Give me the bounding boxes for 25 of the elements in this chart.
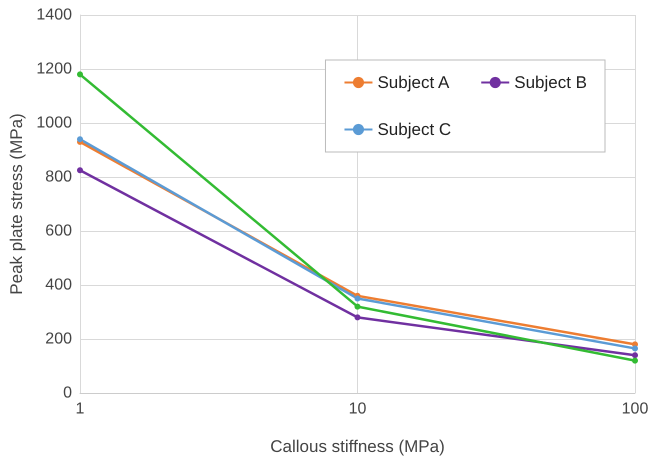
point (632, 345, 638, 352)
y-tick-label: 1400 (36, 6, 72, 24)
point (354, 314, 360, 320)
point (77, 136, 83, 142)
x-tick-label: 10 (348, 400, 366, 418)
point (77, 71, 83, 78)
y-tick-label: 400 (45, 276, 72, 294)
legend-label: Subject C (377, 120, 452, 139)
x-axis-title: Callous stiffness (MPa) (270, 437, 445, 456)
point (354, 304, 360, 310)
y-tick-label: 800 (45, 168, 72, 186)
x-tick-label: 100 (622, 400, 648, 418)
x-tick-label: 1 (76, 400, 85, 418)
point (77, 167, 83, 174)
point (354, 296, 360, 302)
point (632, 352, 638, 358)
y-tick-label: 600 (45, 222, 72, 240)
y-axis-title: Peak plate stress (MPa) (7, 113, 26, 295)
point (632, 358, 638, 364)
y-tick-label: 1000 (36, 114, 72, 132)
y-tick-label: 1200 (36, 60, 72, 78)
legend-label: Subject B (514, 73, 587, 92)
legend-label: Subject A (377, 73, 450, 92)
y-tick-label: 200 (45, 330, 72, 348)
y-tick-label: 0 (63, 384, 72, 402)
